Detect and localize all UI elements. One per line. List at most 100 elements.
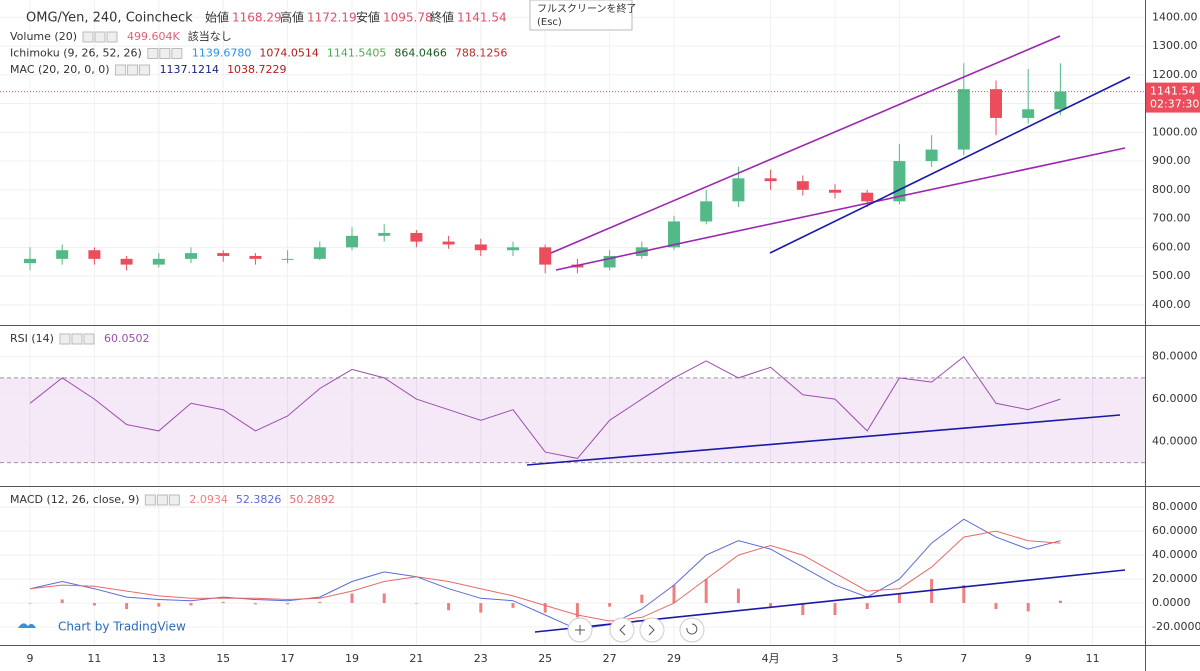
trend-line: [550, 35, 1061, 254]
y-tick-label: 1200.00: [1152, 68, 1198, 81]
candle-body: [249, 255, 262, 259]
histogram-bar: [962, 585, 966, 604]
ohlc-label: 安値: [356, 10, 380, 25]
trend-lines: [526, 35, 1131, 633]
histogram-bar: [575, 603, 579, 618]
x-tick-label: 23: [474, 652, 488, 665]
legend-icon: [115, 64, 127, 76]
nav-button[interactable]: [679, 617, 705, 643]
candle-body: [539, 247, 552, 265]
indicator-value: 1074.0514: [259, 47, 319, 60]
candle-body: [346, 235, 358, 248]
x-tick-label: 4月: [762, 652, 780, 665]
y-tick-label: 500.00: [1152, 269, 1191, 282]
ohlc-label: 終値: [430, 10, 454, 25]
legend-icon: [82, 31, 94, 43]
x-tick-label: 13: [152, 652, 166, 665]
x-tick-label: 11: [1086, 652, 1100, 665]
candle-body: [56, 250, 69, 259]
legend-icon: [71, 333, 83, 345]
histogram-bar: [865, 603, 869, 610]
y-tick-label: 1000.00: [1152, 125, 1198, 138]
candle-body: [796, 181, 809, 190]
indicator-value: 1137.1214: [160, 63, 220, 76]
histogram-bar: [801, 603, 805, 616]
legend-icon: [127, 64, 139, 76]
ohlc-label: 高値: [280, 10, 304, 25]
tooltip-key: (Esc): [537, 17, 562, 28]
candle-body: [829, 189, 841, 193]
nav-button[interactable]: [609, 617, 635, 643]
legend-text: Ichimoku (9, 26, 52, 26): [10, 47, 142, 60]
candle-body: [88, 250, 101, 259]
y-tick-label: 80.0000: [1152, 500, 1198, 513]
macd-line: [29, 530, 1061, 622]
x-tick-label: 27: [603, 652, 617, 665]
watermark: Chart by TradingView: [58, 620, 186, 634]
x-tick-label: 19: [345, 652, 359, 665]
legend-text: RSI (14): [10, 332, 54, 345]
x-tick-label: 9: [27, 652, 34, 665]
y-tick-label: 80.0000: [1152, 350, 1198, 363]
histogram-bar: [318, 601, 322, 604]
candle-body: [313, 247, 326, 259]
legend-icon: [59, 333, 71, 345]
candle-body: [1054, 91, 1067, 110]
histogram-bar: [286, 603, 290, 605]
candle-body: [281, 258, 294, 260]
legend-icon: [94, 31, 106, 43]
y-tick-label: -20.0000: [1152, 620, 1200, 633]
legend-text: MAC (20, 20, 0, 0): [10, 63, 110, 76]
candle-body: [925, 149, 938, 162]
candle-body: [700, 201, 713, 222]
x-tick-label: 3: [832, 652, 839, 665]
candle-body: [217, 253, 230, 256]
candle-body: [410, 232, 423, 242]
ohlc-value: 1168.29: [232, 11, 282, 25]
trend-line: [526, 414, 1121, 466]
x-tick-label: 29: [667, 652, 681, 665]
histogram-bar: [350, 593, 354, 604]
indicator-value: 864.0466: [394, 47, 447, 60]
legend-text: MACD (12, 26, close, 9): [10, 493, 139, 506]
x-tick-label: 25: [538, 652, 552, 665]
histogram-bar: [447, 603, 451, 611]
histogram-bar: [414, 603, 418, 604]
histogram-bar: [769, 603, 773, 607]
x-tick-label: 21: [409, 652, 423, 665]
y-tick-label: 0.0000: [1152, 596, 1191, 609]
candle-body: [120, 258, 133, 265]
tooltip: フルスクリーンを終了: [537, 2, 637, 15]
histogram-bar: [994, 603, 998, 610]
ohlc-value: 1141.54: [457, 11, 507, 25]
candle-body: [507, 247, 519, 251]
candle-body: [990, 89, 1002, 118]
y-tick-label: 20.0000: [1152, 572, 1198, 585]
candle-body: [152, 258, 165, 265]
text-layer: OMG/Yen, 240, Coincheck 始値 1168.29 高値 11…: [10, 0, 1200, 665]
histogram-bar: [221, 601, 225, 604]
candle-body: [668, 221, 680, 248]
histogram-bar: [1058, 600, 1062, 604]
legend-value: 60.0502: [104, 332, 150, 345]
legend-icon: [156, 494, 168, 506]
histogram-bar: [897, 593, 901, 604]
histogram-bar: [511, 603, 515, 608]
legend-icon: [83, 333, 95, 345]
candle-body: [732, 178, 745, 202]
histogram-bar: [672, 585, 676, 604]
histogram-bar: [479, 603, 483, 613]
legend-icon: [147, 48, 159, 59]
histogram-bar: [704, 579, 708, 604]
candle-body: [378, 232, 391, 236]
nav-button[interactable]: [639, 617, 665, 643]
histogram-bar: [125, 603, 129, 610]
x-tick-label: 7: [960, 652, 967, 665]
histogram-bar: [28, 603, 32, 604]
legend-icon: [144, 494, 156, 506]
candle-body: [957, 89, 970, 150]
indicator-value: 499.604K: [127, 30, 180, 43]
legend-value: 2.0934: [189, 493, 228, 506]
ohlc-value: 1172.19: [307, 11, 357, 25]
chart-title: OMG/Yen, 240, Coincheck: [26, 11, 193, 26]
